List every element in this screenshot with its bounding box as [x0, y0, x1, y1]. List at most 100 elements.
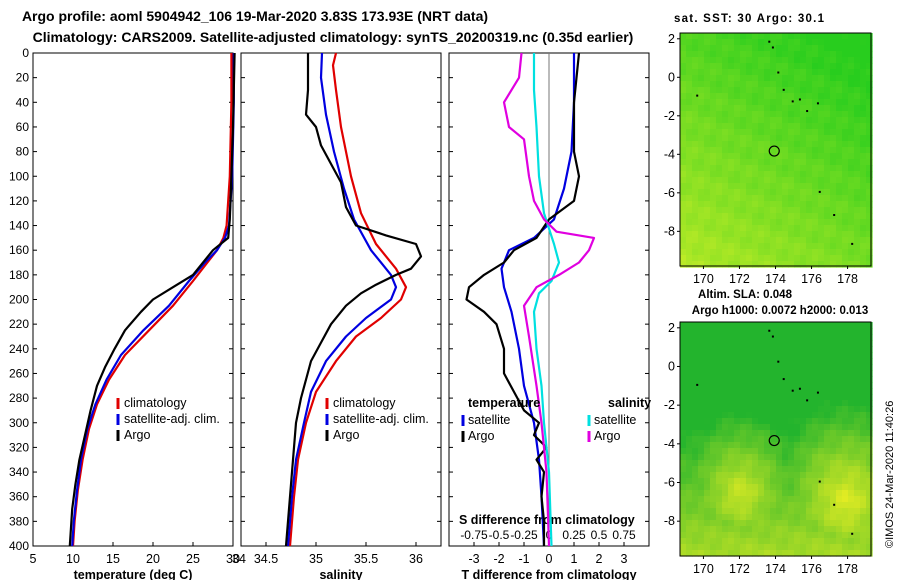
- salinity-series-satellite: [286, 52, 398, 547]
- depth-tick-label: 220: [9, 317, 29, 331]
- island-dot: [777, 71, 780, 74]
- depth-tick-label: 340: [9, 465, 29, 479]
- sst-map-lon-label: 178: [837, 272, 858, 286]
- sla-map-field: [680, 322, 873, 557]
- depth-tick-label: 240: [9, 342, 29, 356]
- temperature-xtick-label: 20: [146, 552, 160, 566]
- island-dot: [768, 329, 771, 332]
- depth-tick-label: 200: [9, 293, 29, 307]
- salinity-frame: [240, 52, 442, 547]
- sla-map-lon-label: 170: [693, 562, 714, 576]
- salinity-xlabel: salinity: [319, 568, 362, 580]
- island-dot: [771, 46, 774, 49]
- island-dot: [791, 389, 794, 392]
- temperature-xtick-label: 34: [232, 552, 246, 566]
- sla-map-title-2: Argo h1000: 0.0072 h2000: 0.013: [692, 305, 868, 317]
- salinity-legend-label: satellite-adj. clim.: [333, 412, 429, 426]
- island-dot: [768, 40, 771, 43]
- sst-map-lat-label: -8: [664, 224, 675, 238]
- island-dot: [818, 190, 821, 193]
- sdiff-tick-label: -0.25: [510, 528, 538, 542]
- salinity-series-climatology: [288, 52, 408, 547]
- depth-tick-label: 100: [9, 169, 29, 183]
- differences-series-sat_t_diff: [500, 53, 576, 547]
- sst-map-lat-label: -2: [664, 109, 675, 123]
- salinity-xtick-label: 36: [409, 552, 423, 566]
- differences-xtick-label: -1: [518, 552, 529, 566]
- temperature-xlabel: temperature (deg C): [74, 568, 193, 580]
- differences-xtick-label: -3: [468, 552, 479, 566]
- sst-map-lon-label: 176: [801, 272, 822, 286]
- depth-tick-label: 260: [9, 366, 29, 380]
- sla-map-lon-label: 176: [801, 562, 822, 576]
- sdiff-legend-title: salinity: [608, 396, 651, 410]
- island-dot: [777, 360, 780, 363]
- tdiff-legend-label: Argo: [468, 429, 494, 443]
- depth-tick-label: 320: [9, 440, 29, 454]
- sst-map-lat-label: -4: [664, 147, 675, 161]
- sdiff-legend-label: Argo: [594, 429, 620, 443]
- temperature-xtick-label: 5: [30, 552, 37, 566]
- temperature-xtick-label: 10: [66, 552, 80, 566]
- island-dot: [782, 88, 785, 91]
- sdiff-tick-label: -0.75: [460, 528, 488, 542]
- sla-map-lon-label: 174: [765, 562, 786, 576]
- sdiff-axis-label: S difference from climatology: [459, 513, 635, 527]
- sla-map-lat-label: -4: [664, 437, 675, 451]
- sdiff-tick-label: 0.5: [591, 528, 608, 542]
- sst-map-lon-label: 174: [765, 272, 786, 286]
- island-dot: [806, 399, 809, 402]
- island-dot: [818, 480, 821, 483]
- sst-map-lat-label: 0: [668, 70, 675, 84]
- header-line-2: Climatology: CARS2009. Satellite-adjuste…: [33, 29, 634, 45]
- temperature-legend-label: climatology: [124, 396, 187, 410]
- island-dot: [771, 335, 774, 338]
- argo-float-marker: [768, 145, 780, 157]
- depth-tick-label: 120: [9, 194, 29, 208]
- island-dot: [798, 98, 801, 101]
- differences-series-sat_s_diff: [532, 53, 561, 547]
- sla-map-lat-label: -2: [664, 398, 675, 412]
- sst-map-lat-label: -6: [664, 186, 675, 200]
- differences-xtick-label: 3: [621, 552, 628, 566]
- temperature-xtick-label: 25: [186, 552, 200, 566]
- depth-tick-label: 160: [9, 243, 29, 257]
- sst-map-field: [680, 33, 873, 268]
- island-dot: [696, 94, 699, 97]
- sst-map-lat-label: 2: [668, 32, 675, 46]
- island-dot: [816, 102, 819, 105]
- island-dot: [791, 100, 794, 103]
- salinity-legend-label: climatology: [333, 396, 396, 410]
- tdiff-legend-label: satellite: [468, 413, 510, 427]
- sdiff-tick-label: 0.75: [612, 528, 636, 542]
- sla-map-lon-label: 172: [729, 562, 750, 576]
- salinity-xtick-label: 34.5: [254, 552, 278, 566]
- sdiff-tick-label: -0.5: [489, 528, 510, 542]
- sla-map-lon-label: 178: [837, 562, 858, 576]
- differences-xtick-label: 0: [546, 552, 553, 566]
- depth-tick-label: 180: [9, 268, 29, 282]
- sst-map: 170 172 174 176 178 2 0 -2 -4 -6 -8: [664, 32, 873, 286]
- sdiff-tick-label: 0.25: [562, 528, 586, 542]
- differences-series-argo_t_diff: [465, 52, 581, 546]
- sla-map-lat-label: -8: [664, 514, 675, 528]
- temperature-legend-label: Argo: [124, 428, 150, 442]
- temperature-profile-panel: 0 20 40 60 80 100 120 140 160 180 200 220 240 260 280 3…: [9, 46, 246, 580]
- sla-map-lat-label: 2: [668, 321, 675, 335]
- island-dot: [833, 503, 836, 506]
- sdiff-legend-label: satellite: [594, 413, 636, 427]
- island-dot: [833, 214, 836, 217]
- salinity-xtick-label: 35: [309, 552, 323, 566]
- argo-float-marker: [768, 434, 780, 447]
- temperature-frame: [32, 52, 234, 547]
- temperature-series-argo: [68, 52, 236, 547]
- depth-tick-label: 360: [9, 490, 29, 504]
- island-dot: [798, 387, 801, 390]
- island-dot: [816, 391, 819, 394]
- sla-map-title-1: Altim. SLA: 0.048: [698, 289, 793, 301]
- island-dot: [851, 242, 854, 245]
- temperature-xtick-label: 30: [226, 552, 240, 566]
- salinity-xtick-label: 35.5: [354, 552, 378, 566]
- depth-tick-label: 280: [9, 391, 29, 405]
- depth-tick-label: 80: [16, 145, 30, 159]
